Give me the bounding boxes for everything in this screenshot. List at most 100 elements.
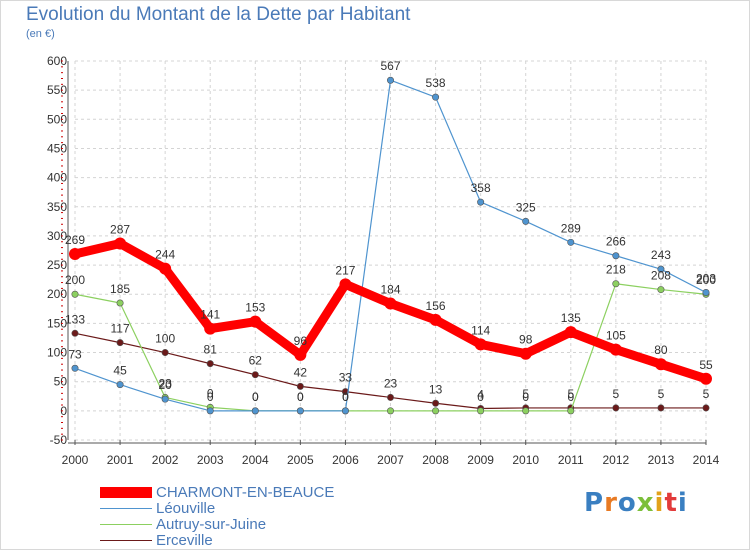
data-label: 243 — [651, 248, 671, 262]
y-tick-label: -50 — [50, 433, 68, 447]
legend-label: Léouville — [156, 500, 216, 517]
data-point — [702, 288, 710, 296]
data-point — [477, 407, 485, 415]
data-label: 244 — [155, 248, 175, 262]
data-point — [114, 237, 127, 250]
data-point — [386, 407, 394, 415]
data-label: 62 — [249, 354, 263, 368]
y-tick-label: 50 — [54, 375, 68, 389]
x-tick-label: 2001 — [107, 453, 134, 467]
data-label: 217 — [335, 263, 355, 277]
data-point — [386, 76, 394, 84]
data-label: 0 — [342, 390, 349, 404]
y-tick-label: 600 — [47, 54, 67, 68]
data-label: 185 — [110, 282, 130, 296]
data-point — [432, 407, 440, 415]
data-point — [204, 322, 217, 335]
data-label: 4 — [477, 388, 484, 402]
data-point — [474, 338, 487, 351]
data-point — [116, 381, 124, 389]
data-label: 0 — [297, 390, 304, 404]
legend-label: CHARMONT-EN-BEAUCE — [156, 484, 335, 501]
logo-letter: o — [617, 488, 637, 518]
data-label: 567 — [380, 59, 400, 73]
data-label: 98 — [519, 333, 533, 347]
logo-letter: r — [604, 488, 618, 518]
x-tick-label: 2013 — [648, 453, 675, 467]
data-point — [116, 339, 124, 347]
data-label: 5 — [613, 387, 620, 401]
data-label: 73 — [68, 347, 82, 361]
legend-swatch — [100, 487, 152, 498]
data-label: 358 — [471, 181, 491, 195]
data-point — [657, 265, 665, 273]
data-label: 0 — [567, 390, 574, 404]
x-tick-label: 2009 — [467, 453, 494, 467]
y-tick-label: 250 — [47, 258, 67, 272]
y-tick-label: 150 — [47, 316, 67, 330]
data-label: 266 — [606, 235, 626, 249]
data-point — [564, 326, 577, 339]
data-point — [251, 407, 259, 415]
x-tick-label: 2002 — [152, 453, 179, 467]
y-tick-label: 0 — [60, 404, 67, 418]
data-label: 289 — [561, 221, 581, 235]
data-point — [567, 238, 575, 246]
data-label: 5 — [567, 387, 574, 401]
y-tick-label: 100 — [47, 346, 67, 360]
data-label: 287 — [110, 223, 130, 237]
data-label: 0 — [252, 390, 259, 404]
data-label: 538 — [426, 76, 446, 90]
data-point — [71, 290, 79, 298]
data-point — [702, 404, 710, 412]
data-label: 100 — [155, 332, 175, 346]
data-point — [612, 252, 620, 260]
x-tick-label: 2011 — [558, 453, 584, 467]
x-tick-label: 2007 — [377, 453, 404, 467]
data-point — [296, 407, 304, 415]
y-tick-label: 200 — [47, 287, 67, 301]
data-point — [477, 198, 485, 206]
x-tick-label: 2008 — [422, 453, 449, 467]
data-point — [251, 371, 259, 379]
data-point — [432, 399, 440, 407]
data-label: 23 — [384, 376, 398, 390]
data-point — [206, 360, 214, 368]
data-label: 153 — [245, 301, 265, 315]
data-point — [159, 262, 172, 275]
x-tick-label: 2003 — [197, 453, 224, 467]
data-point — [429, 313, 442, 326]
x-tick-label: 2004 — [242, 453, 269, 467]
data-point — [296, 382, 304, 390]
axes: -500501001502002503003504004505005506002… — [47, 54, 720, 467]
data-label: 218 — [606, 263, 626, 277]
series-lines — [69, 76, 712, 415]
chart-title: Evolution du Montant de la Dette par Hab… — [26, 4, 411, 25]
chart-subtitle: (en €) — [26, 28, 55, 40]
data-point — [700, 372, 712, 385]
y-tick-label: 300 — [47, 229, 67, 243]
data-label: 5 — [703, 387, 710, 401]
data-label: 0 — [207, 390, 214, 404]
data-point — [522, 217, 530, 225]
data-label: 325 — [516, 200, 536, 214]
logo-letter: t — [664, 488, 678, 518]
data-point — [339, 278, 352, 291]
x-tick-label: 2006 — [332, 453, 359, 467]
data-label: 269 — [65, 233, 85, 247]
x-tick-label: 2014 — [693, 453, 720, 467]
data-label: 114 — [471, 323, 490, 337]
data-label: 0 — [297, 390, 304, 404]
logo-letter: P — [584, 488, 605, 518]
data-label: 42 — [294, 365, 308, 379]
data-label: 13 — [429, 382, 443, 396]
data-point — [384, 297, 397, 310]
legend-swatch — [100, 540, 152, 541]
data-point — [249, 315, 262, 328]
data-point — [71, 364, 79, 372]
x-tick-label: 2010 — [512, 453, 539, 467]
data-point — [206, 407, 214, 415]
